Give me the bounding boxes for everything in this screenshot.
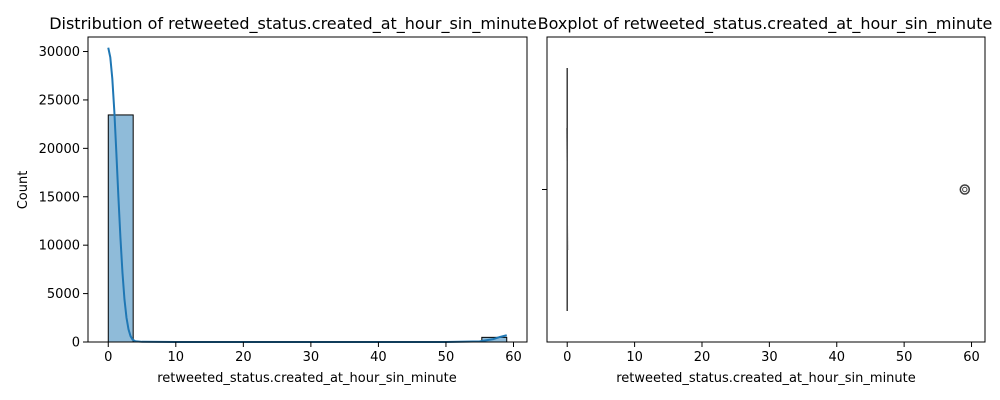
histogram-x-tick-label: 20 — [235, 350, 252, 365]
histogram-y-tick-label: 5000 — [47, 287, 80, 302]
boxplot-panel: Boxplot of retweeted_status.created_at_h… — [538, 14, 993, 386]
boxplot-x-tick-label: 0 — [563, 350, 571, 365]
boxplot-title: Boxplot of retweeted_status.created_at_h… — [538, 14, 993, 34]
histogram-y-axis-label: Count — [16, 171, 31, 210]
boxplot-marks — [566, 68, 971, 311]
histogram-axes-frame — [87, 36, 528, 343]
histogram-y-tick-label: 25000 — [39, 93, 80, 108]
histogram-y-tick-label: 0 — [72, 336, 80, 351]
histogram-x-tick-label: 50 — [438, 350, 455, 365]
histogram-x-tick-label: 30 — [303, 350, 320, 365]
boxplot-outlier — [959, 184, 971, 195]
histogram-y-tick-label: 10000 — [39, 239, 80, 254]
histogram-x-tick-label: 40 — [370, 350, 387, 365]
histogram-x-tick-label: 60 — [505, 350, 522, 365]
histogram-x-tick-label: 0 — [104, 350, 112, 365]
histogram-y-tick-label: 30000 — [39, 45, 80, 60]
boxplot-x-tick-label: 60 — [963, 350, 980, 365]
histogram-title: Distribution of retweeted_status.created… — [49, 14, 537, 34]
histogram-bars — [107, 114, 508, 343]
histogram-y-tick-label: 15000 — [39, 190, 80, 205]
histogram-kde-line — [107, 47, 507, 343]
boxplot-x-tick-label: 10 — [626, 350, 643, 365]
boxplot-x-tick-label: 30 — [761, 350, 778, 365]
histogram-y-tick-label: 20000 — [39, 142, 80, 157]
boxplot-x-axis-label: retweeted_status.created_at_hour_sin_min… — [616, 371, 916, 386]
boxplot-axes-frame — [546, 36, 986, 343]
histogram-panel: Distribution of retweeted_status.created… — [16, 14, 537, 386]
boxplot-x-tick-label: 20 — [694, 350, 711, 365]
histogram-x-ticks: 0 10 20 30 40 50 60 — [104, 342, 522, 365]
boxplot-x-tick-label: 40 — [828, 350, 845, 365]
boxplot-x-ticks: 0 10 20 30 40 50 60 — [563, 342, 980, 365]
histogram-x-tick-label: 10 — [168, 350, 185, 365]
histogram-y-ticks: 0 5000 10000 15000 20000 25000 30000 — [39, 45, 88, 351]
boxplot-outlier — [962, 186, 968, 193]
boxplot-median — [566, 127, 569, 251]
boxplot-x-tick-label: 50 — [896, 350, 913, 365]
histogram-x-axis-label: retweeted_status.created_at_hour_sin_min… — [157, 371, 457, 386]
